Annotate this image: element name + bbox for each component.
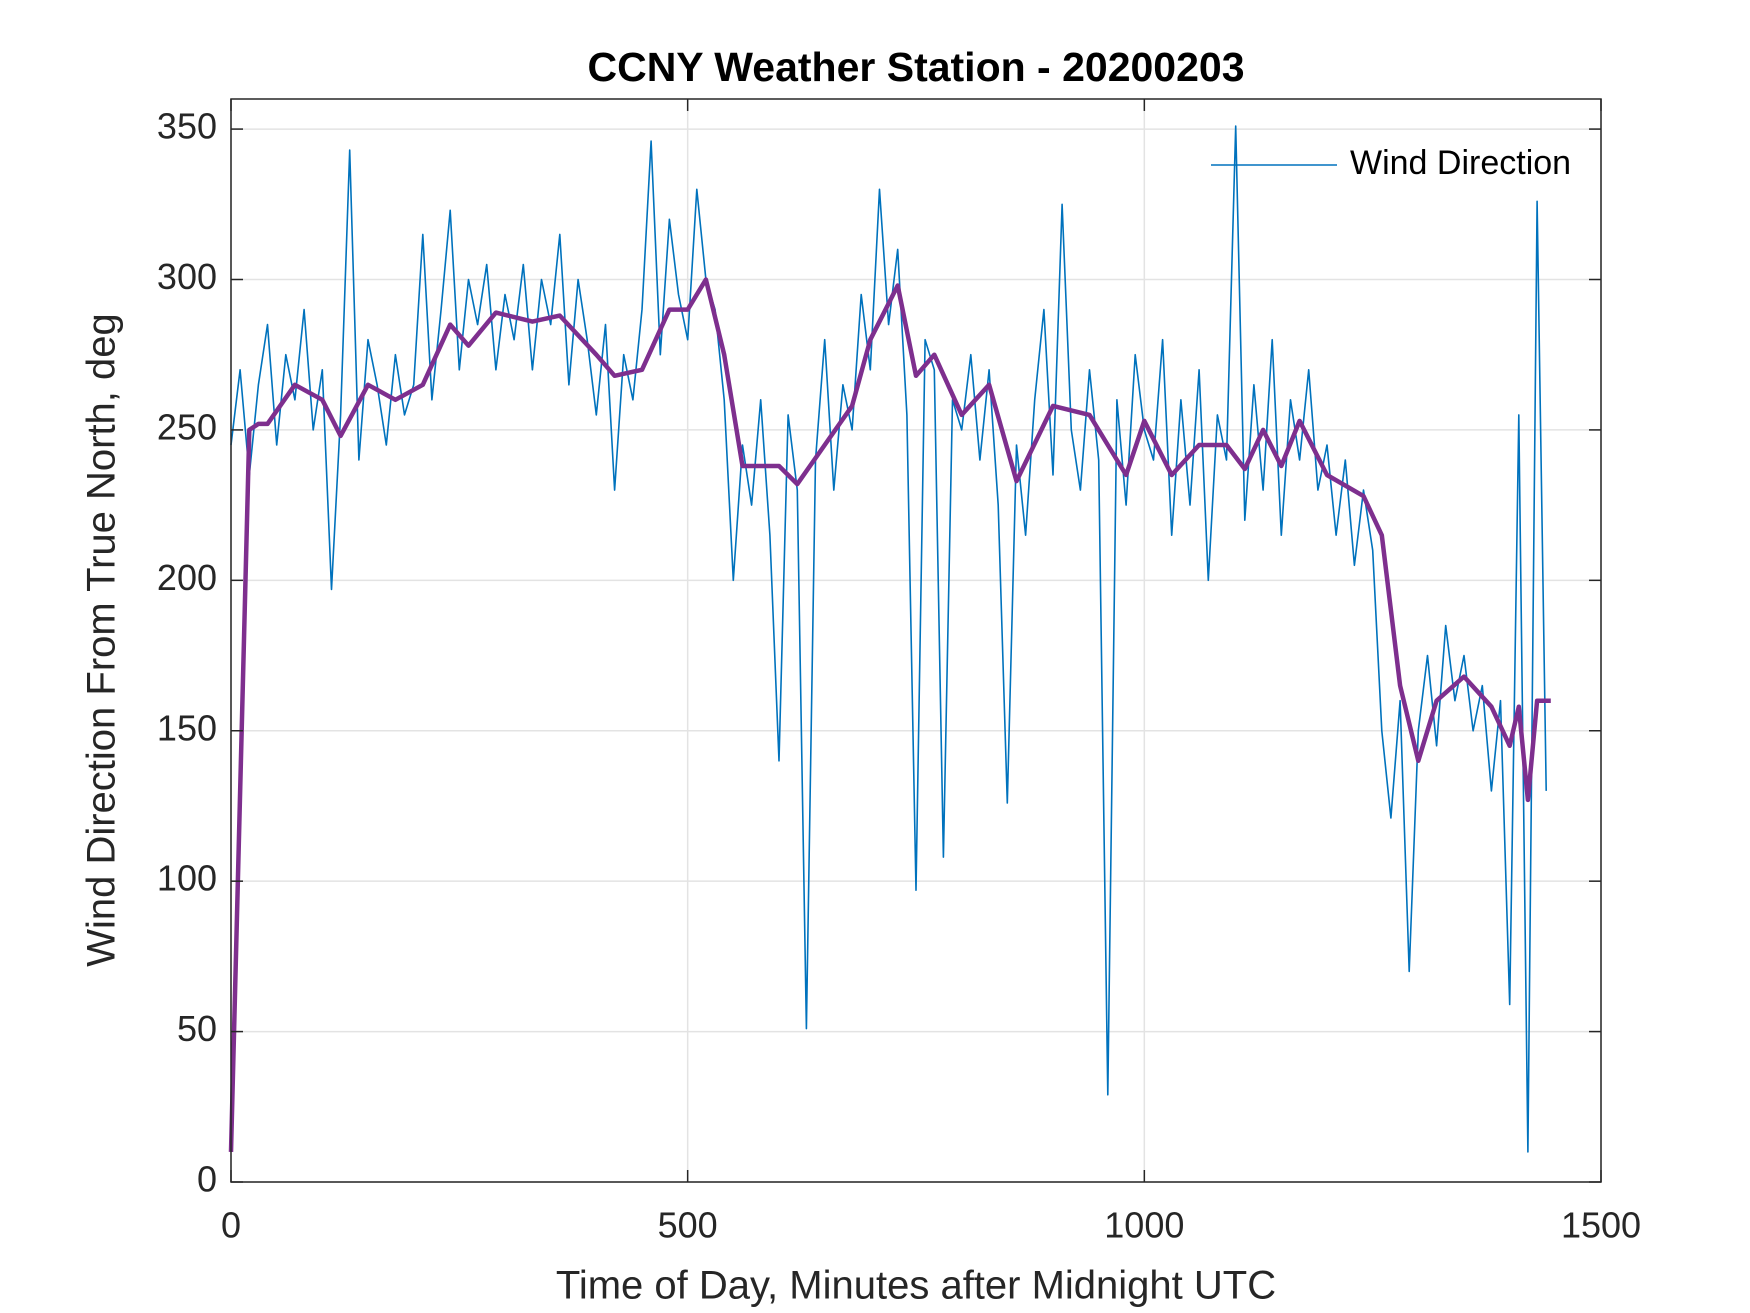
data-line bbox=[228, 277, 1551, 1152]
y-tick-label: 200 bbox=[157, 557, 217, 598]
chart-title: CCNY Weather Station - 20200203 bbox=[587, 44, 1244, 90]
data-line bbox=[230, 125, 1547, 1153]
y-tick-label: 150 bbox=[157, 707, 217, 748]
x-tick-label: 500 bbox=[658, 1205, 718, 1246]
y-tick-label: 0 bbox=[197, 1159, 217, 1200]
y-axis-label: Wind Direction From True North, deg bbox=[80, 313, 124, 967]
x-tick-label: 1000 bbox=[1104, 1205, 1184, 1246]
x-tick-label: 1500 bbox=[1561, 1205, 1641, 1246]
legend-label: Wind Direction bbox=[1350, 144, 1571, 182]
y-tick-label: 100 bbox=[157, 858, 217, 899]
y-tick-label: 350 bbox=[157, 106, 217, 147]
x-tick-label: 0 bbox=[221, 1205, 241, 1246]
y-tick-label: 300 bbox=[157, 256, 217, 297]
y-tick-label: 50 bbox=[177, 1008, 217, 1049]
x-axis-label: Time of Day, Minutes after Midnight UTC bbox=[556, 1264, 1276, 1308]
axes-box bbox=[230, 98, 1602, 1183]
y-tick-label: 250 bbox=[157, 406, 217, 447]
